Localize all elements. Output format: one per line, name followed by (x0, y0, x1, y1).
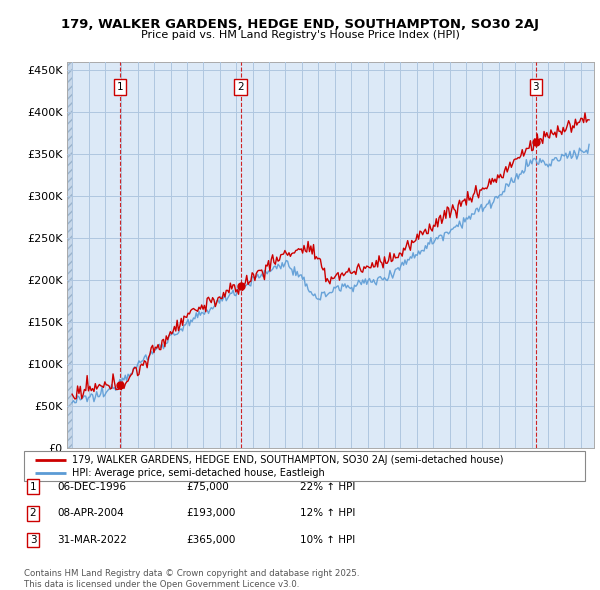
Text: 1: 1 (29, 482, 37, 491)
Text: 06-DEC-1996: 06-DEC-1996 (57, 482, 126, 491)
Text: £75,000: £75,000 (186, 482, 229, 491)
Text: 08-APR-2004: 08-APR-2004 (57, 509, 124, 518)
Text: £365,000: £365,000 (186, 535, 235, 545)
Text: 3: 3 (29, 535, 37, 545)
Text: 2: 2 (238, 82, 244, 92)
Text: 12% ↑ HPI: 12% ↑ HPI (300, 509, 355, 518)
Text: 179, WALKER GARDENS, HEDGE END, SOUTHAMPTON, SO30 2AJ: 179, WALKER GARDENS, HEDGE END, SOUTHAMP… (61, 18, 539, 31)
Text: 22% ↑ HPI: 22% ↑ HPI (300, 482, 355, 491)
Text: 3: 3 (532, 82, 539, 92)
Text: 179, WALKER GARDENS, HEDGE END, SOUTHAMPTON, SO30 2AJ (semi-detached house): 179, WALKER GARDENS, HEDGE END, SOUTHAMP… (71, 455, 503, 464)
Text: 31-MAR-2022: 31-MAR-2022 (57, 535, 127, 545)
Text: £193,000: £193,000 (186, 509, 235, 518)
Text: 2: 2 (29, 509, 37, 518)
Text: Price paid vs. HM Land Registry's House Price Index (HPI): Price paid vs. HM Land Registry's House … (140, 30, 460, 40)
FancyBboxPatch shape (24, 451, 585, 481)
Text: Contains HM Land Registry data © Crown copyright and database right 2025.
This d: Contains HM Land Registry data © Crown c… (24, 569, 359, 589)
Text: HPI: Average price, semi-detached house, Eastleigh: HPI: Average price, semi-detached house,… (71, 468, 325, 478)
Text: 10% ↑ HPI: 10% ↑ HPI (300, 535, 355, 545)
Text: 1: 1 (117, 82, 124, 92)
Bar (67, 62, 72, 448)
